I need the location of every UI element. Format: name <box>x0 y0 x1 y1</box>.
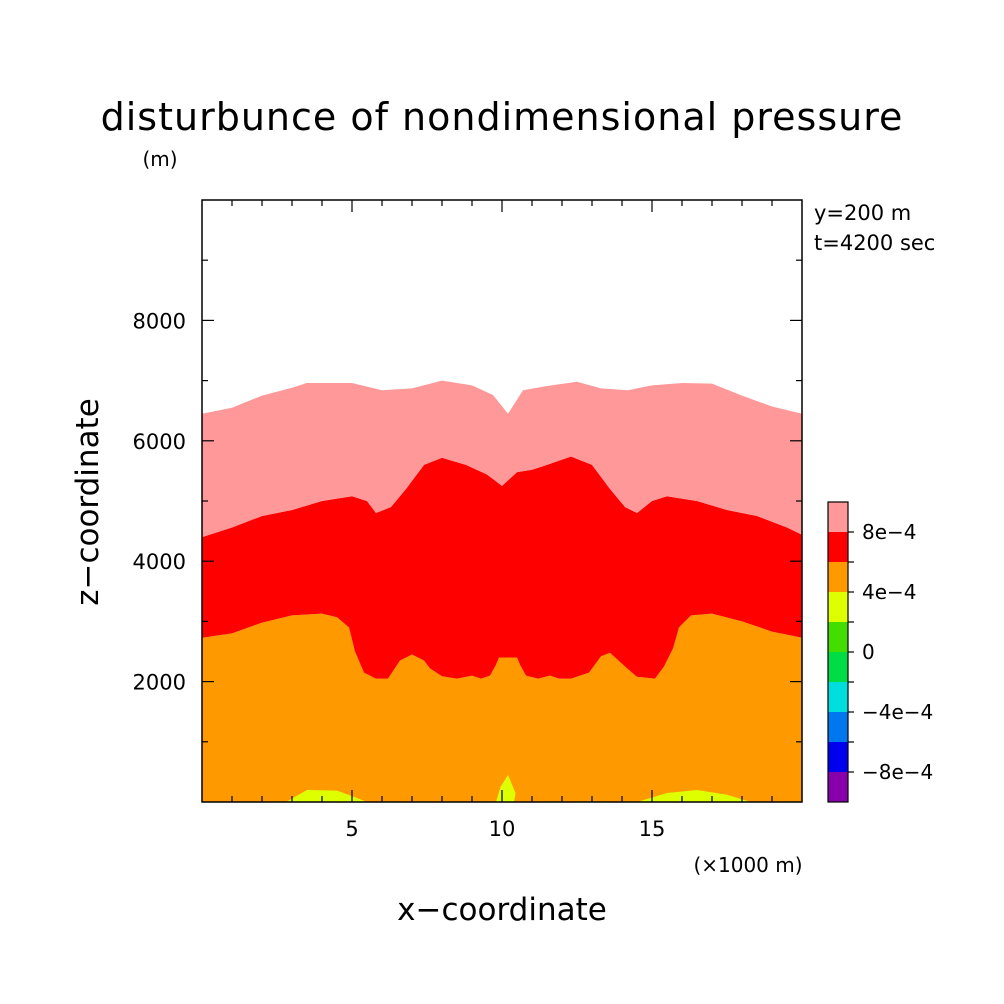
region-yellow-center <box>496 774 516 802</box>
colorbar-swatch <box>828 502 848 532</box>
region-yellow-right <box>637 790 751 802</box>
info-time: t=4200 sec <box>814 231 935 255</box>
info-y-position: y=200 m <box>814 201 911 225</box>
x-axis-label: x−coordinate <box>397 892 607 928</box>
colorbar: −8e−4 −4e−4 0 4e−4 8e−4 <box>827 501 933 803</box>
colorbar-label: −4e−4 <box>862 700 933 724</box>
colorbar-swatch <box>828 682 848 712</box>
x-axis-ticks: 5 10 15 <box>231 200 773 841</box>
colorbar-swatch <box>828 712 848 742</box>
region-pink <box>202 380 802 538</box>
colorbar-swatch <box>828 742 848 772</box>
colorbar-swatch <box>828 622 848 652</box>
region-orange <box>202 613 802 802</box>
x-tick-label: 15 <box>639 817 666 841</box>
y-tick-label: 8000 <box>133 309 186 333</box>
colorbar-label: −8e−4 <box>862 760 933 784</box>
y-axis-label: z−coordinate <box>70 398 106 606</box>
y-tick-label: 4000 <box>133 550 186 574</box>
colorbar-label: 0 <box>862 640 875 664</box>
colorbar-swatch <box>828 652 848 682</box>
colorbar-label: 8e−4 <box>862 520 917 544</box>
colorbar-swatch <box>828 592 848 622</box>
colorbar-swatch <box>828 772 848 802</box>
y-tick-label: 2000 <box>133 671 186 695</box>
colorbar-label: 4e−4 <box>862 580 917 604</box>
x-tick-label: 10 <box>489 817 516 841</box>
z-unit-label: (m) <box>142 147 177 171</box>
chart-title: disturbunce of nondimensional pressure <box>101 95 904 139</box>
y-tick-label: 6000 <box>133 430 186 454</box>
contour-regions <box>202 380 802 802</box>
region-yellow-left <box>286 790 367 802</box>
colorbar-swatch <box>828 562 848 592</box>
x-tick-label: 5 <box>345 817 358 841</box>
x-unit-label: (×1000 m) <box>693 853 802 877</box>
colorbar-swatch <box>828 532 848 562</box>
y-axis-ticks: 2000 4000 6000 8000 <box>133 259 802 743</box>
region-red <box>202 456 802 679</box>
